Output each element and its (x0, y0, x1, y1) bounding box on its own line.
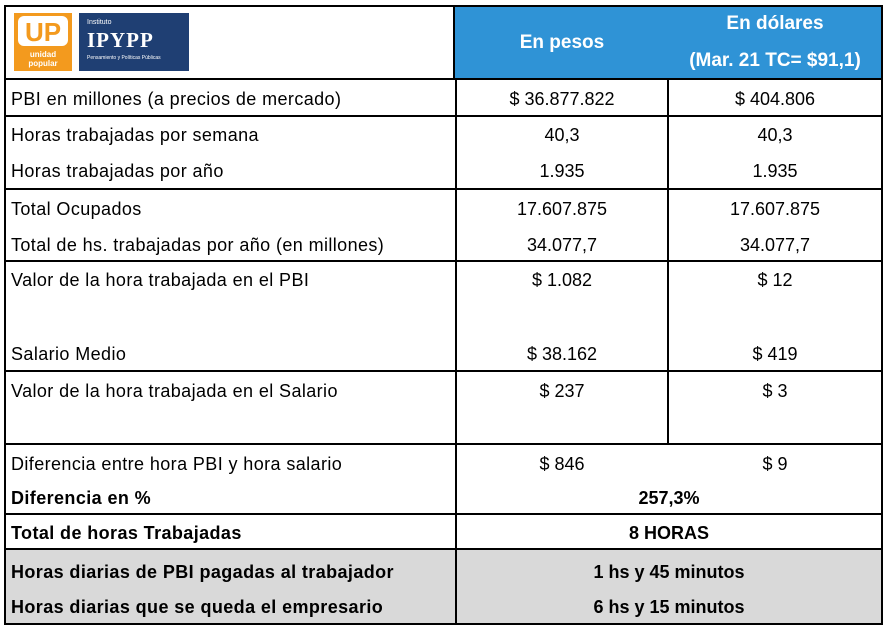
column-divider-summary (455, 515, 457, 623)
value-horas-semana-dolares: 40,3 (757, 125, 793, 145)
label-total-hs-trabajadas: Total de hs. trabajadas por año (en mill… (11, 235, 385, 255)
value-pbi-pesos: $ 36.877.822 (509, 89, 615, 109)
label-horas-pagadas-trabajador: Horas diarias de PBI pagadas al trabajad… (11, 562, 394, 582)
value-horas-anio-dolares: 1.935 (752, 161, 798, 181)
value-horas-semana-pesos: 40,3 (544, 125, 580, 145)
row-group-horas (6, 117, 881, 190)
value-total-hs-pesos: 34.077,7 (526, 235, 598, 255)
value-diferencia-dolares: $ 9 (762, 454, 788, 474)
row-group-ocupados (6, 190, 881, 262)
table-header: UP unidad popular Instituto IPYPP Pensam… (6, 7, 881, 80)
label-total-horas-trabajadas: Total de horas Trabajadas (11, 523, 242, 543)
value-ocupados-pesos: 17.607.875 (516, 199, 608, 219)
value-horas-pagadas-trabajador: 1 hs y 45 minutos (593, 562, 745, 582)
label-total-ocupados: Total Ocupados (11, 199, 142, 219)
value-horas-empresario: 6 hs y 15 minutos (593, 597, 745, 617)
row-group-valor-pbi (6, 262, 881, 372)
row-group-valor-salario (6, 372, 881, 445)
svg-text:unidad: unidad (30, 50, 56, 59)
ipypp-logo: Instituto IPYPP Pensamiento y Políticas … (79, 13, 189, 71)
value-diferencia-porcentaje: 257,3% (638, 488, 700, 508)
divider-line (6, 548, 881, 550)
value-valor-hora-salario-dolares: $ 3 (762, 381, 788, 401)
row-group-horas-diarias (6, 550, 881, 623)
label-diferencia-hora: Diferencia entre hora PBI y hora salario (11, 454, 343, 474)
value-pbi-dolares: $ 404.806 (734, 89, 816, 109)
value-total-horas-trabajadas: 8 HORAS (628, 523, 709, 543)
value-valor-hora-salario-pesos: $ 237 (539, 381, 585, 401)
value-salario-medio-dolares: $ 419 (752, 344, 798, 364)
column-divider-1 (455, 80, 457, 550)
value-salario-medio-pesos: $ 38.162 (526, 344, 598, 364)
unidad-popular-logo: UP unidad popular (14, 13, 72, 71)
label-pbi-millones: PBI en millones (a precios de mercado) (11, 89, 342, 109)
row-group-pbi (6, 80, 881, 117)
row-group-diferencia (6, 445, 881, 515)
value-total-hs-dolares: 34.077,7 (739, 235, 811, 255)
label-diferencia-porcentaje: Diferencia en % (11, 488, 152, 508)
label-valor-hora-salario: Valor de la hora trabajada en el Salario (11, 381, 338, 401)
column-divider-2 (667, 80, 669, 445)
value-valor-hora-pbi-dolares: $ 12 (757, 270, 793, 290)
header-en-dolares: En dólares (726, 13, 824, 34)
logo-cell: UP unidad popular Instituto IPYPP Pensam… (6, 7, 455, 78)
svg-text:popular: popular (28, 59, 57, 68)
ipypp-instituto: Instituto (87, 19, 112, 26)
label-horas-anio: Horas trabajadas por año (11, 161, 224, 181)
value-horas-anio-pesos: 1.935 (539, 161, 585, 181)
pbi-salary-table: UP unidad popular Instituto IPYPP Pensam… (4, 5, 883, 625)
value-valor-hora-pbi-pesos: $ 1.082 (531, 270, 593, 290)
label-horas-empresario: Horas diarias que se queda el empresario (11, 597, 384, 617)
header-tipo-cambio: (Mar. 21 TC= $91,1) (689, 50, 861, 71)
label-valor-hora-pbi: Valor de la hora trabajada en el PBI (11, 270, 310, 290)
header-en-pesos: En pesos (519, 32, 605, 53)
label-horas-semana: Horas trabajadas por semana (11, 125, 259, 145)
label-salario-medio: Salario Medio (11, 344, 127, 364)
value-diferencia-pesos: $ 846 (539, 454, 585, 474)
ipypp-subtitle: Pensamiento y Políticas Públicas (87, 55, 161, 61)
ipypp-name: IPYPP (87, 28, 154, 52)
value-ocupados-dolares: 17.607.875 (729, 199, 821, 219)
logo-up-letters: UP (25, 17, 61, 47)
